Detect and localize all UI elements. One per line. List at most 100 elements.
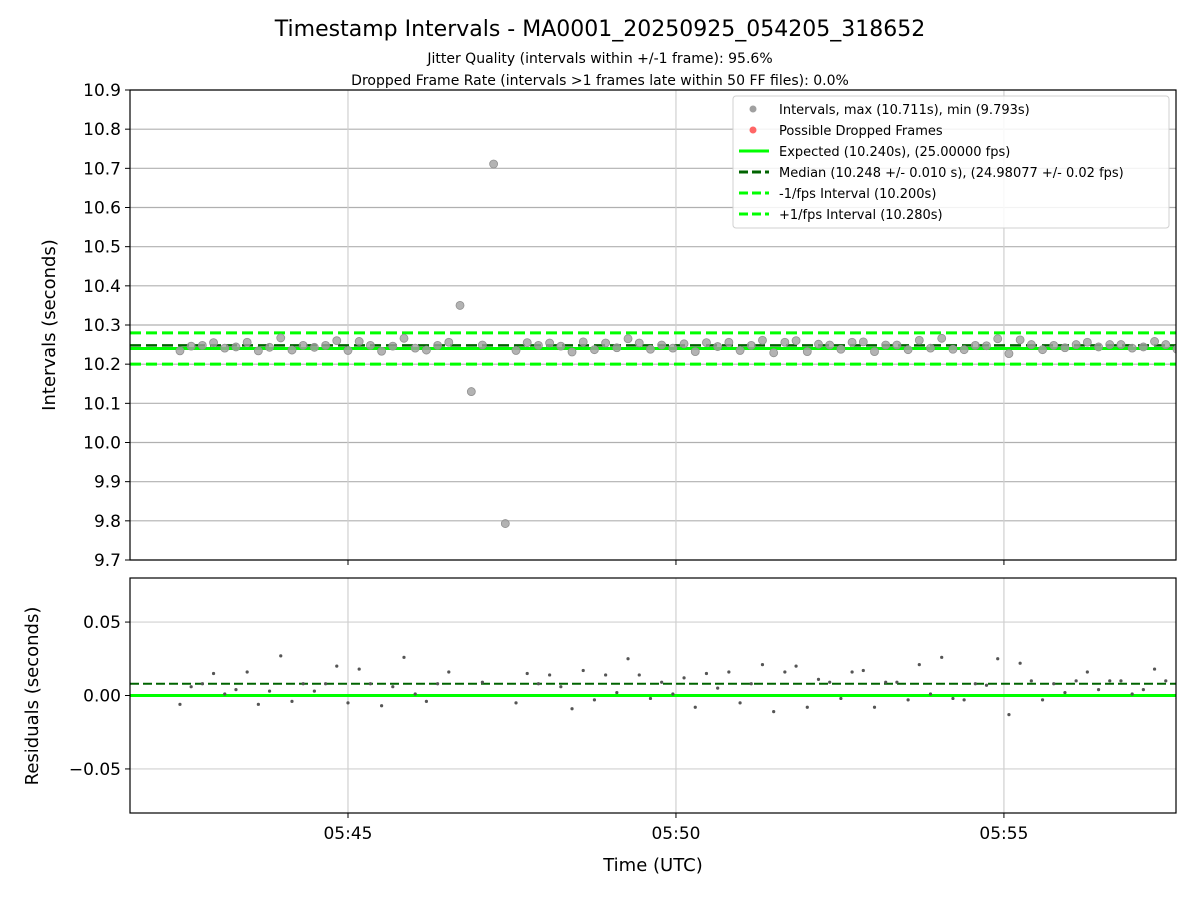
interval-point bbox=[377, 346, 386, 356]
interval-point bbox=[1105, 340, 1115, 349]
residual-point bbox=[480, 680, 485, 684]
interval-point bbox=[836, 344, 846, 354]
residual-point bbox=[648, 696, 653, 701]
residual-point bbox=[581, 668, 585, 673]
residual-point bbox=[861, 668, 865, 673]
residual-point bbox=[1085, 670, 1089, 674]
residual-point bbox=[973, 682, 977, 686]
residual-point bbox=[570, 707, 574, 711]
residual-point bbox=[256, 702, 260, 706]
residual-point bbox=[615, 690, 619, 695]
interval-point bbox=[1172, 344, 1176, 354]
residual-point bbox=[839, 696, 843, 701]
interval-point bbox=[253, 346, 263, 356]
legend-marker-dropped bbox=[749, 126, 757, 134]
residual-point bbox=[413, 692, 417, 696]
interval-point bbox=[679, 339, 689, 349]
y-tick-label: 10.2 bbox=[83, 355, 121, 375]
interval-point bbox=[534, 340, 543, 350]
residuals-frame bbox=[129, 577, 1177, 814]
y-tick-label: −0.05 bbox=[69, 760, 121, 780]
residual-point bbox=[1074, 679, 1078, 683]
interval-point bbox=[1161, 340, 1171, 349]
interval-point bbox=[410, 343, 420, 353]
residual-point bbox=[1164, 679, 1168, 683]
residual-point bbox=[1141, 688, 1145, 692]
y-tick-label: 10.1 bbox=[83, 394, 121, 414]
residual-point bbox=[592, 698, 597, 702]
residual-point bbox=[872, 705, 877, 709]
interval-point bbox=[802, 347, 812, 357]
residual-point bbox=[379, 704, 384, 708]
residual-point bbox=[671, 692, 675, 696]
interval-point bbox=[948, 344, 958, 354]
residual-point bbox=[760, 663, 765, 667]
residual-point bbox=[335, 664, 339, 668]
residual-point bbox=[604, 673, 608, 677]
residual-point bbox=[660, 680, 664, 684]
legend: Intervals, max (10.711s), min (9.793s) Po… bbox=[732, 95, 1170, 229]
residual-point bbox=[245, 670, 249, 674]
intervals-panel: 9.7 9.8 9.9 10.0 10.1 10.2 10.3 10.4 10.5 10.6 10.… bbox=[83, 81, 1177, 571]
interval-point bbox=[881, 340, 891, 350]
intervals-plot-area bbox=[130, 159, 1176, 528]
legend-marker-intervals bbox=[749, 105, 757, 113]
interval-point bbox=[735, 346, 745, 355]
residual-point bbox=[536, 682, 541, 686]
interval-point bbox=[959, 345, 969, 355]
interval-point bbox=[612, 343, 622, 353]
residual-point bbox=[1018, 661, 1022, 665]
interval-point bbox=[220, 343, 230, 353]
residual-point bbox=[357, 667, 361, 671]
legend-box bbox=[732, 95, 1170, 229]
y-tick-label: 10.6 bbox=[83, 199, 121, 219]
residual-point bbox=[704, 671, 709, 676]
interval-point bbox=[702, 338, 711, 348]
y-tick-label: 10.7 bbox=[83, 159, 121, 179]
legend-label: Expected (10.240s), (25.00000 fps) bbox=[779, 145, 1010, 160]
y-tick-label: 0.05 bbox=[83, 613, 121, 633]
chart-title: Timestamp Intervals - MA0001_20250925_05… bbox=[274, 17, 925, 42]
residual-point bbox=[1040, 698, 1045, 702]
residual-point bbox=[951, 696, 955, 701]
interval-point bbox=[186, 341, 196, 351]
y-tick-label: 9.8 bbox=[94, 512, 121, 532]
interval-point bbox=[545, 338, 555, 348]
interval-point bbox=[982, 341, 991, 351]
residual-point bbox=[1052, 682, 1056, 686]
y-tick-label: 10.8 bbox=[83, 120, 121, 140]
residual-point bbox=[1108, 679, 1112, 683]
residual-point bbox=[525, 671, 529, 676]
interval-point bbox=[567, 347, 577, 357]
interval-point bbox=[265, 342, 274, 352]
y-tick-label: 10.3 bbox=[83, 316, 121, 336]
interval-point bbox=[758, 335, 767, 345]
interval-point bbox=[970, 340, 980, 350]
residual-point bbox=[940, 655, 944, 659]
residual-point bbox=[637, 673, 641, 677]
interval-point bbox=[309, 342, 319, 352]
x-tick-label: 05:55 bbox=[979, 824, 1028, 844]
interval-point bbox=[1015, 335, 1025, 345]
interval-point bbox=[847, 337, 857, 347]
interval-point bbox=[690, 347, 700, 357]
interval-point bbox=[455, 301, 465, 310]
interval-point bbox=[769, 348, 779, 358]
interval-point bbox=[242, 337, 252, 347]
residual-point bbox=[1063, 690, 1067, 695]
interval-point bbox=[858, 337, 868, 347]
interval-point bbox=[746, 340, 756, 350]
residual-point bbox=[368, 682, 372, 686]
residual-point bbox=[962, 698, 966, 702]
interval-point bbox=[1038, 345, 1047, 355]
interval-point bbox=[724, 337, 734, 347]
interval-point bbox=[298, 340, 308, 350]
interval-point bbox=[590, 345, 599, 355]
y-tick-label: 0.00 bbox=[83, 687, 121, 707]
residual-point bbox=[716, 686, 720, 690]
y-tick-label: 10.9 bbox=[83, 81, 121, 101]
residual-point bbox=[323, 682, 328, 686]
x-axis-label: Time (UTC) bbox=[602, 855, 703, 876]
residual-point bbox=[1007, 712, 1011, 717]
residual-point bbox=[884, 680, 888, 684]
